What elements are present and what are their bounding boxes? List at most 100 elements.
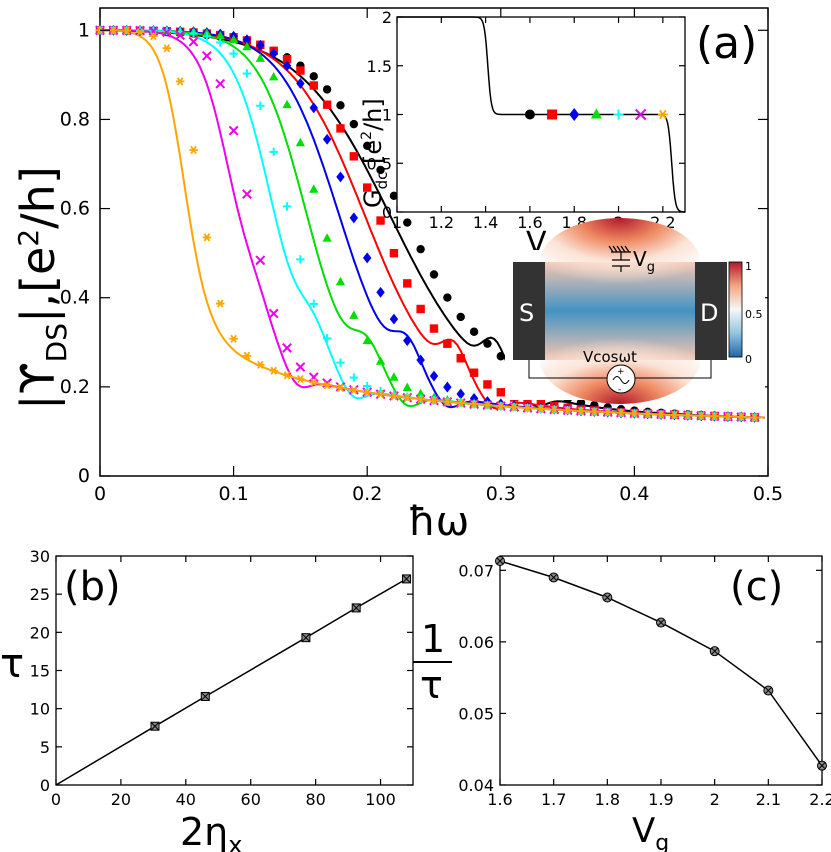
panel-a-inset: 11.21.41.61.822.200.511.52 Gdc,[e2/h] Vg xyxy=(359,8,686,265)
series-1-point-shape xyxy=(483,380,492,389)
series-2-point-shape xyxy=(296,78,305,89)
panel-a-label: (a) xyxy=(696,18,757,69)
series-1-point-shape xyxy=(336,124,345,133)
series-6-point-shape xyxy=(630,409,639,418)
series-1-point-shape xyxy=(429,324,439,333)
panel-a-xtick-label: 0 xyxy=(94,483,106,505)
series-1-point xyxy=(456,354,465,363)
panel-a-ytick-label: 0 xyxy=(78,465,90,487)
inset-curve xyxy=(397,16,685,213)
series-4-point xyxy=(322,334,332,343)
ac-source-icon xyxy=(606,364,636,394)
series-2-point xyxy=(443,381,452,393)
series-5-point-shape xyxy=(295,362,306,372)
series-2-point-shape xyxy=(363,252,372,264)
drain-label: D xyxy=(700,299,718,327)
series-1-point xyxy=(309,81,318,90)
series-1-point xyxy=(403,279,412,288)
series-2-point-shape xyxy=(456,388,465,400)
series-6-point xyxy=(550,405,559,414)
ac-plus: + xyxy=(617,367,625,377)
series-4-point xyxy=(269,147,278,157)
series-0-point xyxy=(322,85,332,94)
series-6-point xyxy=(349,386,359,395)
series-2-point xyxy=(282,60,292,72)
series-2-point-shape xyxy=(376,286,385,298)
series-4-point-shape xyxy=(189,29,198,38)
panel-c-ytick-label: 0.05 xyxy=(458,704,494,723)
series-0-point xyxy=(456,312,465,322)
series-6-point-shape xyxy=(336,383,345,392)
channel-lobe-bottom xyxy=(540,316,700,404)
series-0-point xyxy=(469,327,479,336)
panel-a-ytick-label: 0.4 xyxy=(60,287,90,309)
series-0-point xyxy=(349,119,359,129)
colorbar xyxy=(728,261,743,358)
series-6-point-shape xyxy=(429,396,439,405)
series-4-point-shape xyxy=(256,101,265,110)
series-4-point-shape xyxy=(216,38,225,47)
series-1-point xyxy=(363,183,372,192)
series-0-point xyxy=(336,101,345,110)
series-2-point xyxy=(336,171,345,183)
series-6-point-shape xyxy=(175,77,185,86)
series-4-point-shape xyxy=(282,202,292,211)
panel-c-xtick-label: 2 xyxy=(710,790,720,809)
series-1-point-shape xyxy=(376,216,385,225)
series-4-point xyxy=(189,29,198,38)
series-6-point xyxy=(216,299,225,308)
source-label: S xyxy=(519,299,534,327)
series-2-point xyxy=(256,39,265,51)
series-6-point-shape xyxy=(576,406,586,416)
series-6-point-shape xyxy=(242,351,252,360)
series-3-point xyxy=(282,99,292,109)
series-6-point-shape xyxy=(109,26,118,35)
series-5-point xyxy=(188,36,199,47)
series-0-point xyxy=(376,165,385,175)
panel-c-xtick-label: 1.6 xyxy=(487,790,512,809)
inset-point-shape xyxy=(634,108,647,121)
series-6-point-shape xyxy=(550,405,559,414)
series-4-point-shape xyxy=(296,255,305,264)
series-2-point xyxy=(416,354,425,366)
series-3-point xyxy=(402,382,412,392)
series-5-point-shape xyxy=(175,30,186,41)
series-3-point xyxy=(242,41,252,51)
panel-a-ytick-label: 0.2 xyxy=(60,376,90,398)
inset-point xyxy=(547,109,558,120)
series-4-point-shape xyxy=(242,69,252,78)
inset-point-shape xyxy=(547,109,558,120)
series-6-point xyxy=(523,403,532,413)
channel-lobe-top xyxy=(540,218,700,306)
panel-c-y-denominator: τ xyxy=(420,663,443,707)
panel-b-point xyxy=(402,574,412,584)
series-0-point-shape xyxy=(483,339,492,348)
series-6-point-shape xyxy=(322,381,332,390)
series-1-point xyxy=(483,380,492,389)
panel-b-point-cross xyxy=(301,633,311,643)
series-0-point xyxy=(363,141,372,150)
colorbar-tick-mid: 0.5 xyxy=(745,308,763,321)
series-6-point-shape xyxy=(643,409,652,418)
series-6-point-shape xyxy=(656,410,666,419)
series-5-point xyxy=(161,27,172,38)
series-3-point xyxy=(255,53,265,62)
series-4-point xyxy=(282,202,292,211)
panel-b-point xyxy=(301,633,311,643)
series-1-point xyxy=(349,152,359,161)
inset-point xyxy=(524,109,535,120)
series-1-point-shape xyxy=(443,339,452,348)
panel-c-point xyxy=(763,685,774,696)
series-3-point xyxy=(309,184,319,193)
series-4-point xyxy=(216,38,225,47)
series-6-point xyxy=(456,398,465,408)
series-4-point xyxy=(349,373,359,382)
panel-b-point-cross xyxy=(200,692,210,701)
series-0-point xyxy=(403,218,412,227)
series-6-point xyxy=(363,388,372,397)
series-6-point-shape xyxy=(216,299,225,308)
series-0-point-shape xyxy=(349,119,359,129)
series-5-point-shape xyxy=(215,78,226,89)
panel-b-point xyxy=(150,721,160,731)
panel-b-point-cross xyxy=(150,721,160,731)
